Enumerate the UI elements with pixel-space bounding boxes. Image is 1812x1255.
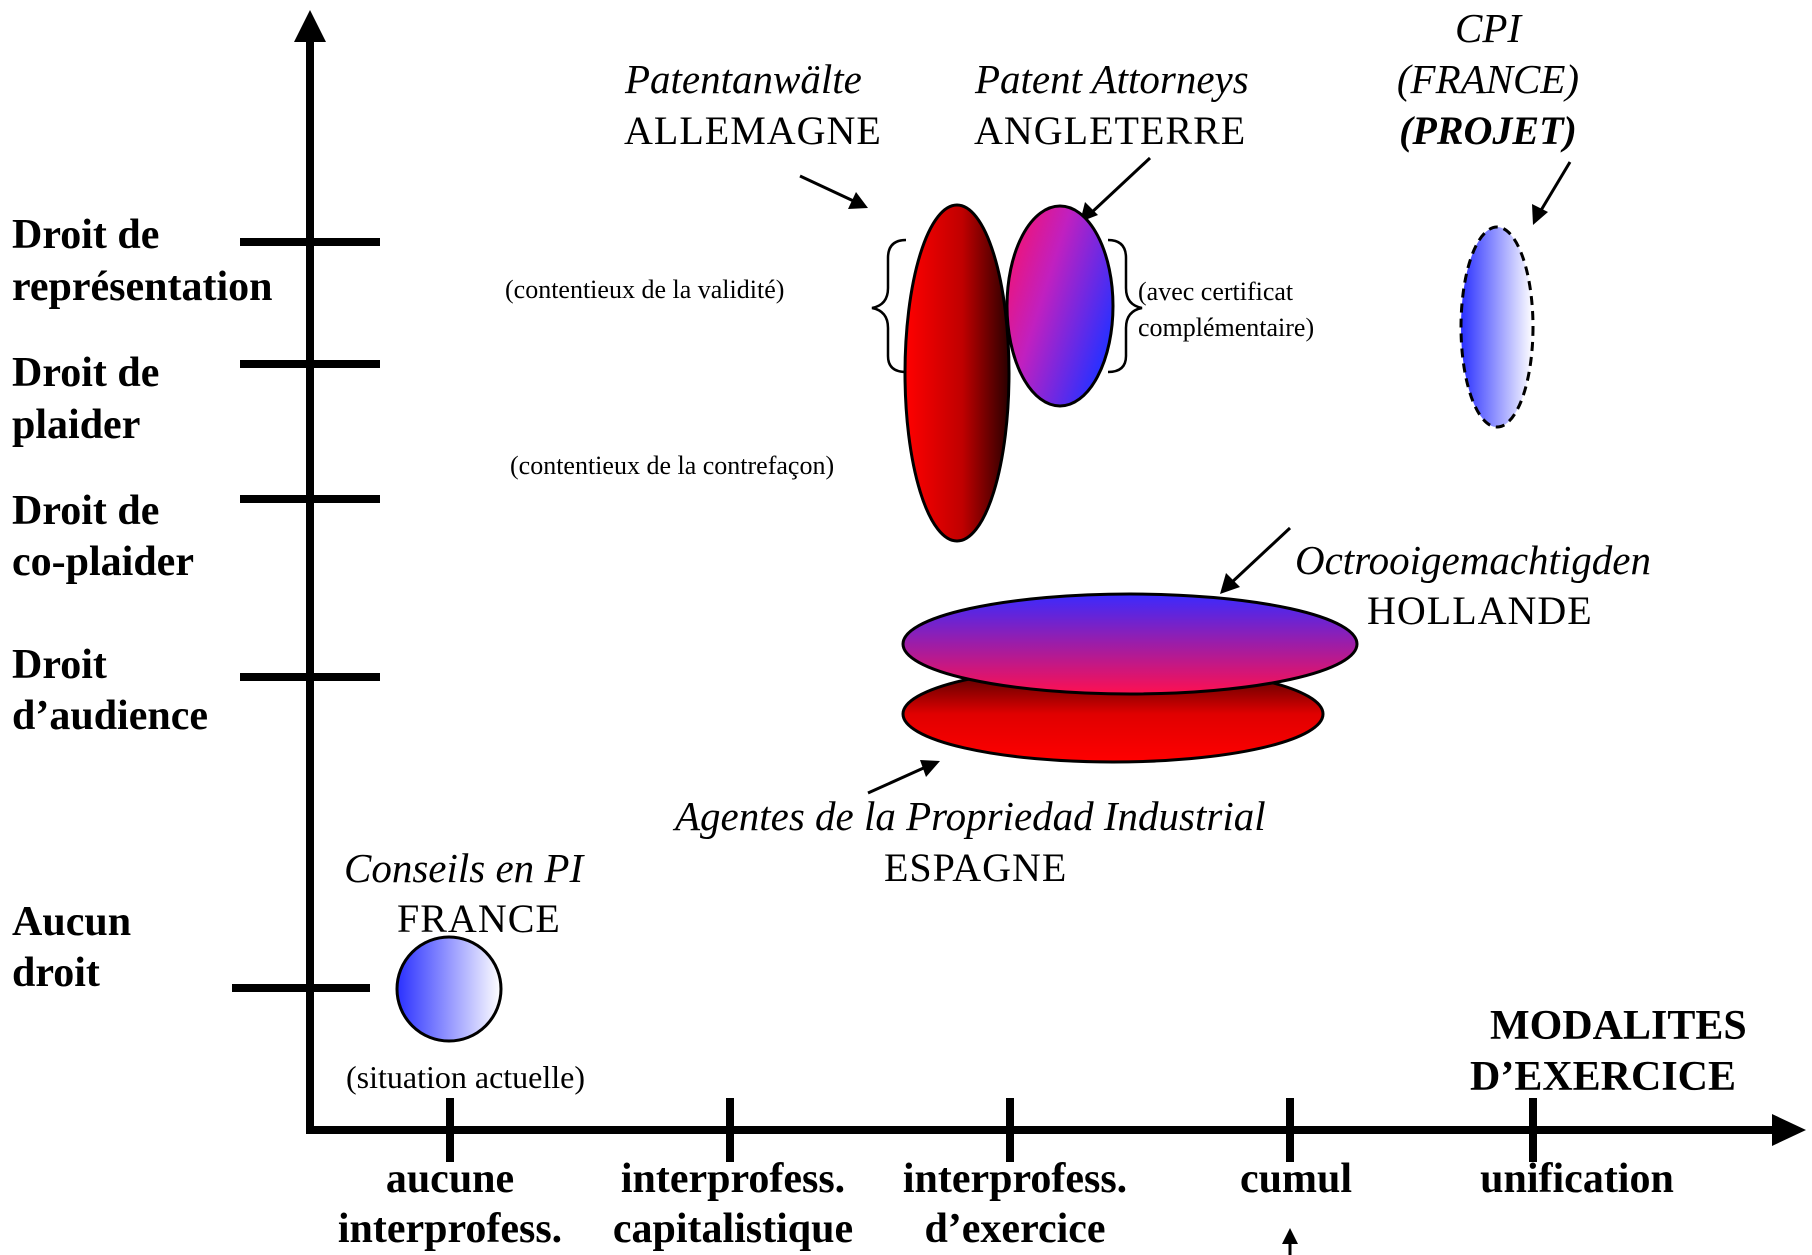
cpi-ellipse [1459,225,1535,429]
england-country: ANGLETERRE [974,108,1246,153]
france-name: Conseils en PI [344,845,585,891]
y-label-audience-1: Droit [12,642,107,688]
germany-country: ALLEMAGNE [624,108,882,153]
cpi-name: CPI [1455,5,1523,51]
x-label-exercice-1: interprofess. [903,1156,1127,1202]
y-label-plaider-2: plaider [12,402,140,448]
england-ellipse [1005,204,1115,408]
england-name: Patent Attorneys [974,56,1249,102]
y-label-co-plaider-2: co-plaider [12,539,194,585]
germany-ellipse [903,203,1011,543]
holland-arrow [1228,526,1292,586]
germany-arrow [799,174,861,206]
validite-note: (contentieux de la validité) [505,275,784,304]
y-label-representation-2: représentation [12,264,273,310]
left-brace [871,238,907,374]
cumul-arrowhead [1282,1228,1298,1244]
x-label-cumul: cumul [1240,1156,1352,1202]
spain-arrow [867,764,929,795]
spain-name: Agentes de la Propriedad Industrial [672,793,1266,839]
x-label-aucune-2: interprofess. [338,1206,562,1252]
certificat-note-2: complémentaire) [1138,313,1314,342]
certificat-note-1: (avec certificat [1138,277,1294,306]
france-circle [395,935,503,1043]
holland-arrowhead [1220,573,1240,594]
x-label-capitalistique-2: capitalistique [613,1206,853,1252]
cpi-status: (PROJET) [1399,108,1577,153]
y-label-co-plaider-1: Droit de [12,488,159,534]
spain-arrowhead [920,760,940,777]
cpi-arrow [1538,161,1572,213]
france-note: (situation actuelle) [346,1059,585,1095]
y-label-aucun-2: droit [12,950,100,996]
x-label-unification: unification [1480,1156,1674,1202]
germany-name: Patentanwälte [624,56,862,102]
y-label-audience-2: d’audience [12,693,208,739]
x-label-capitalistique-1: interprofess. [621,1156,845,1202]
holland-ellipse [901,592,1359,696]
germany-arrowhead [848,192,868,209]
holland-name: Octrooigemachtigden [1295,537,1651,583]
x-axis-title-1: MODALITES [1490,1003,1747,1049]
cpi-country: (FRANCE) [1397,56,1579,102]
x-axis-title-2: D’EXERCICE [1470,1054,1736,1100]
cpi-arrowhead [1532,204,1548,225]
y-label-representation-1: Droit de [12,212,159,258]
france-country: FRANCE [397,896,561,941]
y-axis-arrowhead [294,10,326,42]
spain-country: ESPAGNE [884,845,1067,890]
right-brace [1107,238,1143,374]
y-label-plaider-1: Droit de [12,350,159,396]
contrefacon-note: (contentieux de la contrefaçon) [510,451,834,480]
england-arrow [1088,156,1152,216]
x-axis-arrowhead [1772,1114,1806,1146]
holland-country: HOLLANDE [1367,588,1593,633]
y-label-aucun-1: Aucun [12,899,131,945]
x-label-exercice-2: d’exercice [924,1206,1105,1252]
x-label-aucune-1: aucune [386,1156,514,1202]
